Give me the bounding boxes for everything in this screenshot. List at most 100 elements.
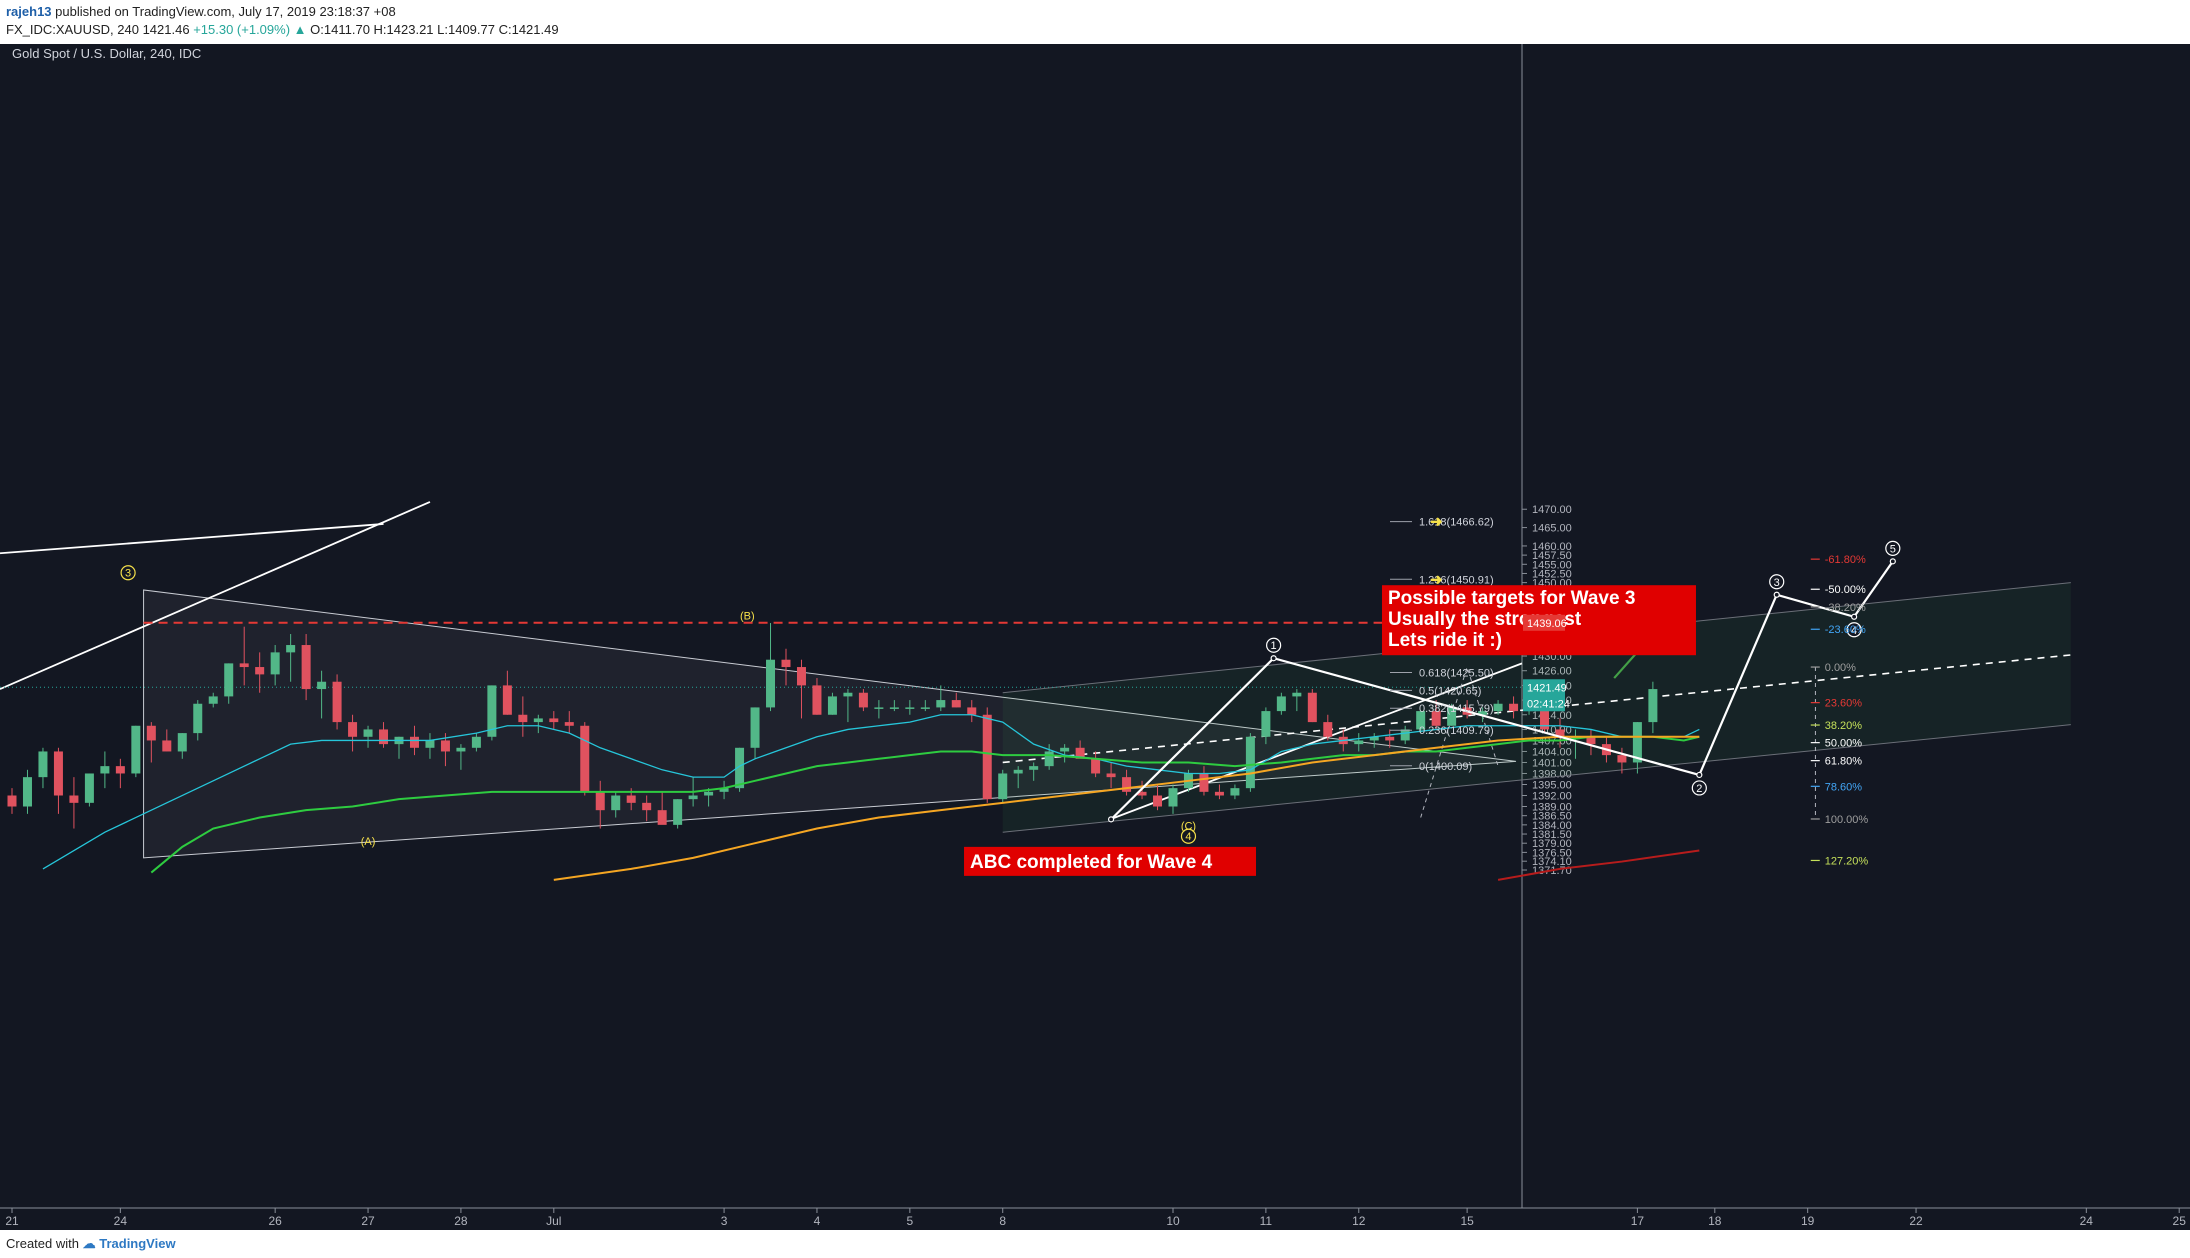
candle-body [146,725,156,741]
publish-line: rajeh13 published on TradingView.com, Ju… [6,4,396,19]
moving-average-line [150,735,1700,874]
x-tick-label: Jul [546,1214,561,1228]
candle-body [1509,703,1519,712]
price-change: +15.30 (+1.09%) [193,22,291,37]
candle-body [286,645,296,653]
wave-point [1889,558,1896,565]
candle-body [1478,711,1488,715]
candle-body [348,722,358,737]
author-name[interactable]: rajeh13 [6,4,52,19]
candle-body [796,667,806,686]
fib-level-label: 61.80% [1825,756,1863,768]
y-tick-label: 1457.50 [1532,550,1572,562]
fib-level-label: 127.20% [1825,855,1869,867]
y-tick-label: 1395.00 [1532,779,1572,791]
candle-body [951,700,961,708]
candle-body [471,736,481,748]
candle-body [1385,736,1395,741]
tradingview-logo-icon: ☁ [82,1236,96,1251]
last-price-badge [1523,679,1565,712]
candle-body [7,795,17,807]
candle-body [642,802,652,811]
candle-body [53,751,63,796]
candle-body [255,667,265,675]
candle-body [688,795,698,800]
fib-level-label: -23.60% [1825,624,1866,636]
candle-body [1168,788,1178,807]
candle-body [611,795,621,811]
wave-label: 4 [1185,831,1191,843]
y-tick-label: 1460.00 [1532,541,1572,553]
candle-body [1447,707,1457,726]
fib-level-label: -50.00% [1825,584,1866,596]
candle-body [1586,736,1596,745]
candle-body [115,766,125,774]
candle-body [843,692,853,697]
candle-body [38,751,48,778]
candle-body [22,777,32,807]
corrective-wave-labels: 3 (B) (A) (C)4 [120,565,1196,848]
fib-level-label: 23.60% [1825,698,1863,710]
candle-body [1431,711,1441,726]
candle-body [425,740,435,748]
candle-body [1617,755,1627,763]
created-with: Created with ☁ TradingView [6,1236,176,1251]
trendline-top [0,523,384,555]
wave-circle [120,565,136,581]
annotation-box [964,846,1257,876]
x-tick-label: 21 [5,1214,19,1228]
candle-body [208,696,218,704]
wave-label: (B) [740,611,755,623]
symbol-line: FX_IDC:XAUUSD, 240 1421.46 +15.30 (+1.09… [6,22,559,37]
candle-body [920,707,930,709]
x-tick-label: 10 [1166,1214,1180,1228]
fib-level-label: 0.382(1415.79) [1419,703,1494,715]
moving-average-line [42,714,1700,870]
candle-body [1013,769,1023,774]
candle-body [1245,736,1255,789]
fib-level-label: 38.20% [1825,720,1863,732]
candle-body [162,740,172,752]
candle-body [1075,747,1085,759]
x-tick-label: 26 [268,1214,282,1228]
wave-label: 4 [1851,625,1857,637]
candle-body [239,663,249,668]
wave-circle [1885,540,1901,556]
impulse-wave-labels: 1 2 3 4 5 [1266,540,1901,796]
annotation-text: Lets ride it :) [1388,630,1502,651]
candle-body [224,663,234,697]
y-tick-label: 1401.00 [1532,757,1572,769]
channel-lower [1002,724,2071,833]
candle-body [1230,788,1240,796]
wave-circle [1769,574,1785,590]
candle-body [332,681,342,723]
moving-average-line [1497,849,1700,881]
price-chart[interactable]: 1371.701374.101376.501379.001381.501384.… [0,44,2190,1230]
fib-level-label: 0.618(1425.50) [1419,668,1494,680]
x-tick-label: 22 [1909,1214,1923,1228]
candle-body [1106,773,1116,778]
up-arrow-icon: ▲ [293,22,307,37]
candle-body [1555,729,1565,737]
candle-body [177,733,187,752]
y-tick-label: 1465.00 [1532,523,1572,535]
candles [7,623,1658,829]
candle-body [317,681,327,690]
ohlc-values: O:1411.70 H:1423.21 L:1409.77 C:1421.49 [310,22,559,37]
candle-body [456,747,466,752]
fib-level-label: 0.5(1420.65) [1419,685,1481,697]
candle-body [766,659,776,708]
last-price-label: 1421.49 [1527,682,1567,694]
wave-label: (A) [361,836,376,848]
tradingview-brand[interactable]: TradingView [99,1236,176,1251]
candle-body [1199,773,1209,792]
last-price: 1421.46 [142,22,190,37]
candle-body [533,718,543,723]
candle-body [1307,692,1317,723]
candle-body [193,703,203,734]
x-tick-label: 5 [906,1214,913,1228]
y-tick-label: 1426.00 [1532,666,1572,678]
resistance-price-badge [1523,614,1565,631]
fib-level-label: 0.236(1409.79) [1419,725,1494,737]
